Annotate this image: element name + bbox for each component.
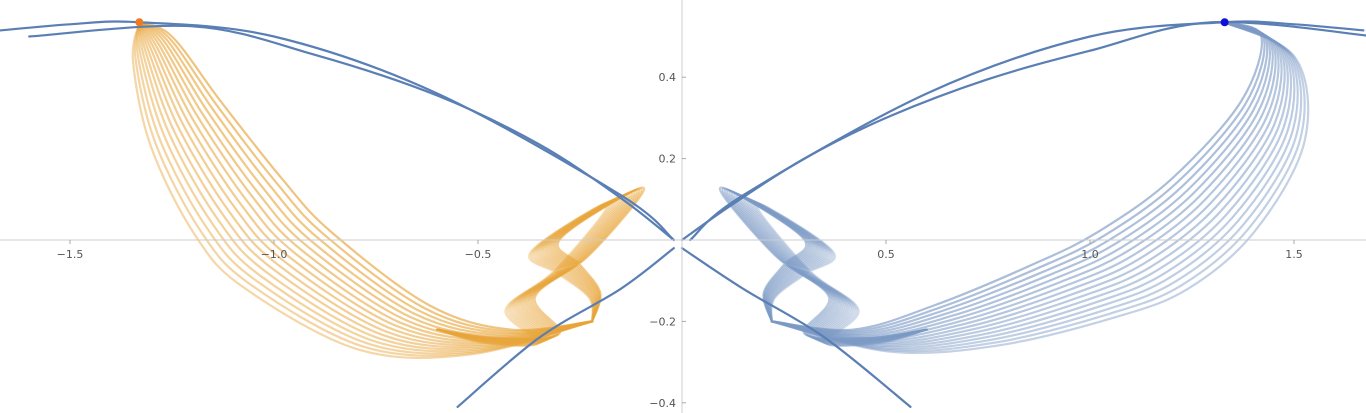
series-2-small-loop-16 <box>755 202 928 348</box>
series-2-small-loop-8 <box>736 193 928 343</box>
boundary-lower-left-curve <box>456 247 675 408</box>
x-tick-label: 1.5 <box>1285 248 1303 261</box>
series-2-main-loop-6 <box>770 21 1277 338</box>
series-1-small-loop-12 <box>436 198 619 345</box>
chart-ticks: −1.5 −1.0 −0.5 0.5 1.0 1.5 −0.4 −0.2 0.2 0.4 <box>57 71 1303 410</box>
series-1-main-loop-5 <box>138 21 594 338</box>
x-tick-label: −0.5 <box>465 248 492 261</box>
series-2-point-marker <box>1220 18 1229 27</box>
series-2-small-loop-10 <box>740 196 928 344</box>
series-2-main-loop-15 <box>770 21 1306 353</box>
series-1-main-loop-12 <box>138 21 594 351</box>
series-1-main-loop-13 <box>137 21 594 353</box>
series-2-main-loop-10 <box>770 21 1289 344</box>
series-2-main-loop-2 <box>770 21 1266 333</box>
y-tick-label: −0.2 <box>649 315 676 328</box>
x-tick-label: −1.5 <box>57 248 84 261</box>
series-2-main-loop-14 <box>770 21 1303 351</box>
series-2-main-loop-1 <box>770 21 1263 332</box>
y-tick-label: −0.4 <box>649 397 676 410</box>
series-1-main-loop-15 <box>133 21 594 357</box>
series-2-main-loop-7 <box>770 21 1280 340</box>
series-1-small-loop-10 <box>436 196 624 344</box>
series-1-main-loop-8 <box>138 21 594 343</box>
series-2-small-loop-14 <box>750 200 928 346</box>
boundary-left-arc <box>0 20 675 242</box>
boundary-lower-right-curve <box>680 247 912 408</box>
series-1-small-loop-9 <box>436 195 626 344</box>
series-2-main-loop-13 <box>770 21 1299 349</box>
series-2-small-loop-5 <box>728 190 928 342</box>
series-1-main-loop-10 <box>138 21 594 347</box>
series-1-main-loop-4 <box>138 21 594 336</box>
chart-curves <box>0 20 1366 408</box>
series-1-main-loop-7 <box>138 21 594 341</box>
series-2-main-loop-4 <box>770 21 1271 336</box>
series-1-main-loop-6 <box>138 21 594 339</box>
series-1-small-loop-4 <box>436 189 638 341</box>
series-1-main-loop-2 <box>138 21 594 333</box>
series-1-main-loop-3 <box>138 21 594 335</box>
series-1-small-loop-14 <box>436 200 614 346</box>
series-2-small-loop-12 <box>745 198 928 345</box>
series-1-small-loop-15 <box>436 201 611 347</box>
chart-markers <box>135 18 1229 27</box>
series-1-main-loop-1 <box>138 21 594 332</box>
series-1-small-loop-11 <box>436 197 621 345</box>
x-tick-label: 0.5 <box>877 248 895 261</box>
series-2-main-loop-12 <box>770 21 1296 348</box>
series-1-small-loop-13 <box>436 199 616 346</box>
series-2-main-loop-11 <box>770 21 1293 346</box>
x-tick-label: −1.0 <box>261 248 288 261</box>
series-2-small-loop-13 <box>748 199 928 346</box>
series-1-main-loop-14 <box>135 21 594 355</box>
series-2-small-loop-11 <box>743 197 928 345</box>
series-2-small-loop-15 <box>753 201 928 347</box>
series-2-main-loop-9 <box>770 21 1286 343</box>
series-1-main-loop-16 <box>131 21 594 360</box>
series-2-small-loop-4 <box>726 189 928 341</box>
series-2-main-loop-16 <box>770 21 1310 355</box>
series-1-small-loop-5 <box>436 190 636 342</box>
series-1-main-loop-11 <box>138 21 594 349</box>
series-2-main-loop-5 <box>770 21 1274 337</box>
y-tick-label: 0.2 <box>659 153 677 166</box>
series-1-point-marker <box>135 18 144 27</box>
series-1-main-loop-9 <box>138 21 594 345</box>
x-tick-label: 1.0 <box>1081 248 1099 261</box>
series-1-small-loop-16 <box>436 202 609 348</box>
y-tick-label: 0.4 <box>659 71 677 84</box>
boundary-upper-left-curve <box>28 24 675 242</box>
series-1-small-loop-8 <box>436 193 628 343</box>
series-2-main-loop-8 <box>770 21 1283 341</box>
boundary-right-arc <box>689 20 1365 242</box>
series-2-small-loop-9 <box>738 195 928 344</box>
